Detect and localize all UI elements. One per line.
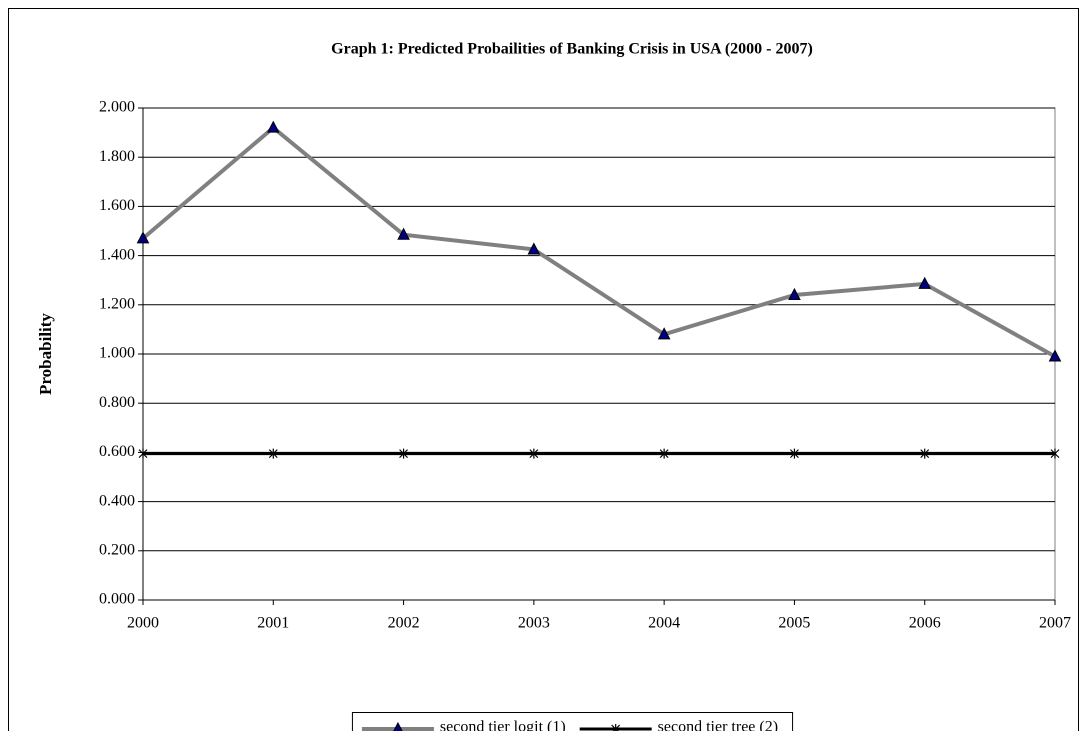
legend: second tier logit (1) second tier tree (2… [351,712,794,731]
marker [1048,349,1062,362]
y-tick-label: 0.200 [99,541,135,558]
x-tick-label: 2000 [127,615,159,632]
y-axis-label: Probability [36,313,55,395]
marker [266,120,280,133]
y-tick-label: 0.600 [99,443,135,460]
x-tick-label: 2002 [388,615,420,632]
y-tick-label: 1.600 [99,197,135,214]
marker [529,448,539,459]
marker [1050,448,1060,459]
y-tick-label: 1.200 [99,295,135,312]
marker [611,724,621,731]
x-tick-label: 2006 [909,615,941,632]
marker [527,242,541,255]
legend-label: second tier tree (2) [658,719,778,731]
marker [788,287,801,300]
marker [918,276,932,289]
x-tick-label: 2007 [1039,615,1071,632]
y-tick-label: 2.000 [99,99,135,116]
marker [790,448,799,459]
series-line [141,125,1056,359]
y-tick-label: 0.400 [99,492,135,509]
y-tick-label: 1.000 [99,345,135,362]
marker [399,448,408,459]
legend-box [351,712,794,731]
marker [920,448,930,459]
x-tick-label: 2003 [518,615,550,632]
x-tick-label: 2004 [648,615,680,632]
marker [659,448,669,459]
marker [138,448,148,459]
marker [657,327,671,340]
x-tick-label: 2001 [257,615,289,632]
marker [397,227,410,240]
marker [268,448,278,459]
marker [393,721,403,731]
marker [136,231,150,244]
legend-label: second tier logit (1) [440,719,566,731]
x-tick-label: 2005 [778,615,810,632]
y-tick-label: 0.800 [99,394,135,411]
y-tick-label: 1.400 [99,246,135,263]
chart-title: Graph 1: Predicted Probailities of Banki… [331,41,813,58]
y-tick-label: 1.800 [99,148,135,165]
y-tick-label: 0.000 [99,591,135,608]
